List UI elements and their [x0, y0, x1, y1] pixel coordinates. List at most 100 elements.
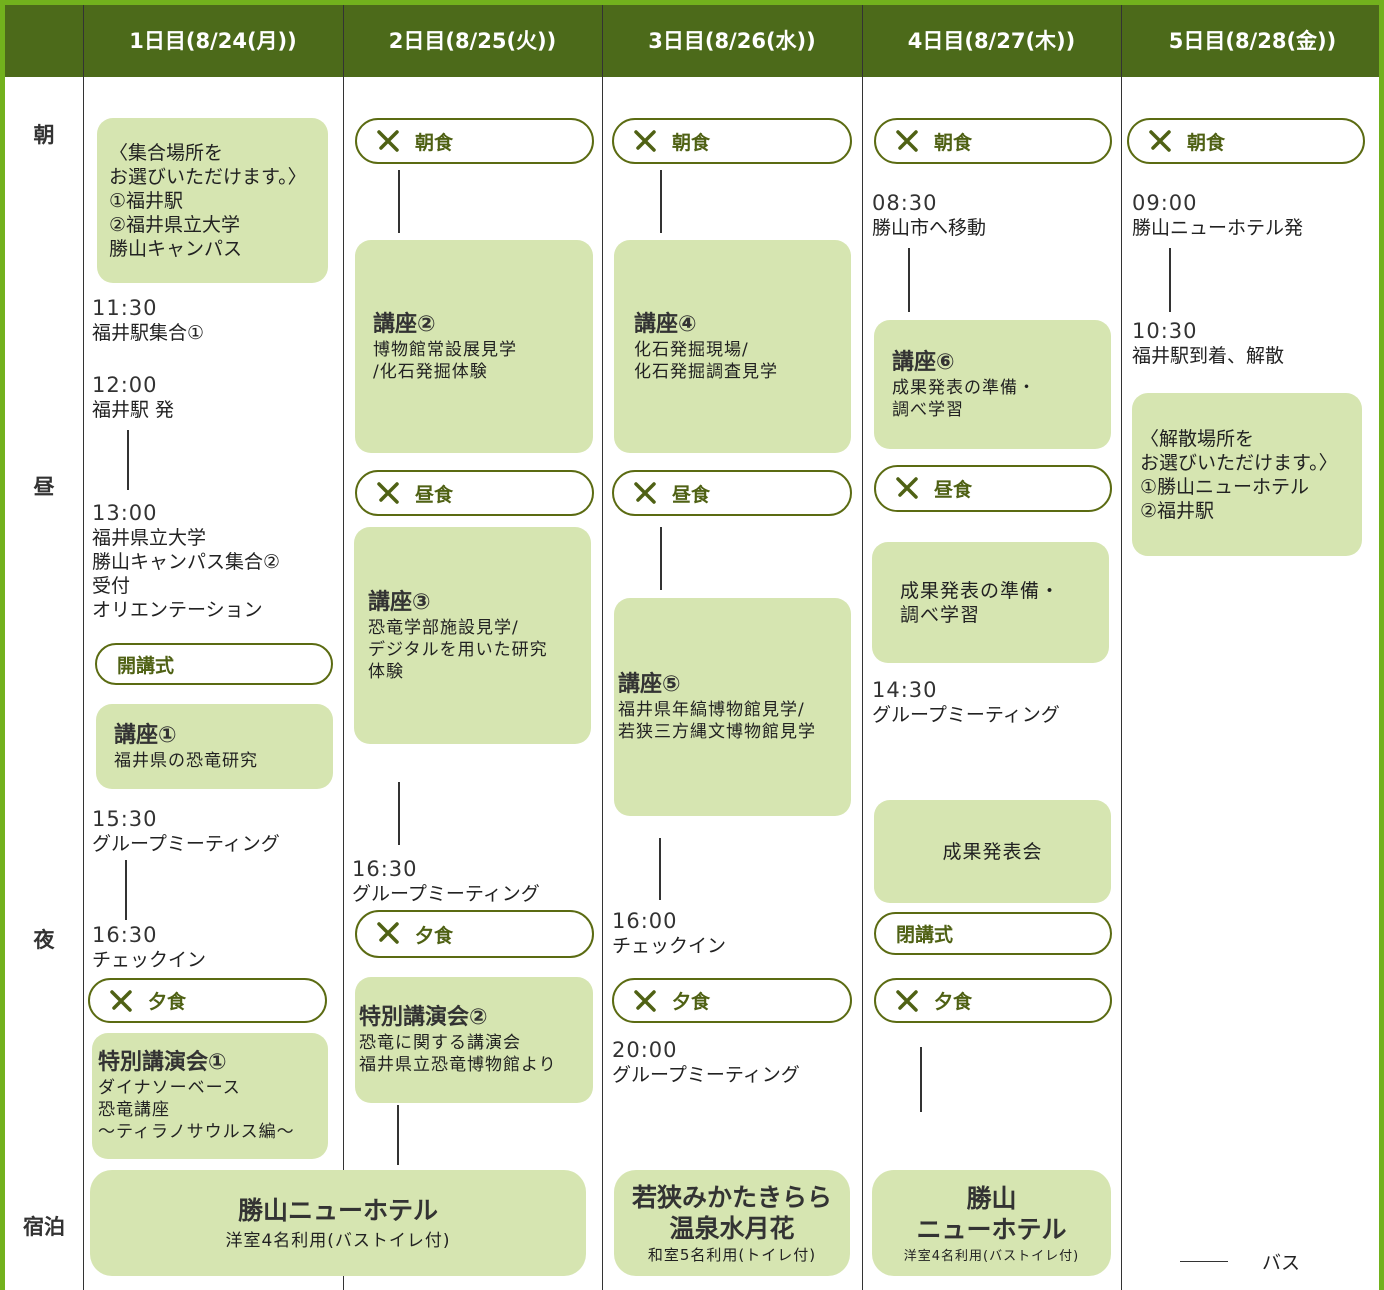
box-title: 講座③ [368, 589, 431, 615]
cutlery-icon [377, 130, 399, 152]
time: 10:30 [1132, 319, 1198, 343]
pill-label: 朝食 [672, 131, 711, 154]
pill: 夕食 [355, 910, 594, 958]
box-text: 化石発掘現場/ 化石発掘調査見学 [634, 339, 778, 382]
cutlery-icon [110, 990, 132, 1012]
box: 特別講演会② 恐竜に関する講演会 福井県立恐竜博物館より [355, 977, 593, 1103]
cutlery-icon [896, 477, 918, 499]
box: 成果発表の準備・ 調べ学習 [872, 542, 1109, 663]
box-text: 福井県の恐竜研究 [114, 750, 258, 771]
legend-line [1180, 1261, 1228, 1262]
lodging-box: 勝山ニューホテル 洋室4名利用(バストイレ付) [90, 1170, 586, 1276]
time: 20:00 [612, 1038, 678, 1062]
time-note: 13:00 福井県立大学 勝山キャンパス集合② 受付 オリエンテーション [92, 500, 342, 622]
day-header: 3日目(8/26(水)) [648, 29, 816, 53]
time-note: 14:30 グループミーティング [872, 677, 1122, 727]
box-text: ダイナソーベース 恐竜講座 ～ティラノサウルス編～ [98, 1078, 295, 1142]
pill-label: 夕食 [415, 924, 454, 947]
pill-label: 朝食 [1187, 131, 1226, 154]
note-text: チェックイン [92, 949, 207, 971]
box-text: 博物館常設展見学 /化石発掘体験 [373, 339, 517, 382]
cutlery-icon [896, 130, 918, 152]
box-text: 恐竜学部施設見学/ デジタルを用いた研究 体験 [368, 617, 548, 682]
pill-label: 夕食 [148, 991, 187, 1013]
column-divider [343, 5, 344, 1290]
day-header: 1日目(8/24(月)) [129, 29, 297, 53]
note-text: 勝山ニューホテル発 [1132, 217, 1304, 239]
box: 成果発表会 [874, 800, 1111, 903]
pill: 夕食 [88, 978, 327, 1023]
column-divider [1121, 5, 1122, 1290]
box: 講座⑤ 福井県年縞博物館見学/ 若狭三方縄文博物館見学 [614, 598, 851, 816]
period-label: 夜 [33, 928, 55, 952]
time-note: 09:00 勝山ニューホテル発 [1132, 190, 1382, 240]
box: 講座② 博物館常設展見学 /化石発掘体験 [355, 240, 593, 453]
day-header: 2日目(8/25(火)) [388, 29, 557, 53]
note-text: グループミーティング [92, 833, 280, 855]
note-text: グループミーティング [872, 704, 1060, 726]
box-text: 成果発表会 [942, 840, 1043, 863]
lodging-box: 勝山 ニューホテル洋室4名利用(バストイレ付) [872, 1170, 1111, 1276]
period-label: 朝 [33, 123, 55, 147]
note-text: チェックイン [612, 935, 727, 957]
cutlery-icon [634, 990, 656, 1012]
time-note: 16:30 グループミーティング [352, 856, 602, 906]
time-note: 15:30 グループミーティング [92, 806, 342, 856]
time: 08:30 [872, 191, 938, 215]
cutlery-icon [896, 990, 918, 1012]
note-text: 福井駅 発 [92, 399, 175, 421]
time-note: 11:30 福井駅集合① [92, 295, 342, 345]
note-text: 勝山市へ移動 [872, 217, 987, 239]
time-note: 20:00 グループミーティング [612, 1037, 862, 1087]
pill-label: 昼食 [415, 483, 454, 506]
legend-label: バス [1262, 1252, 1301, 1274]
box-text: 成果発表の準備・ 調べ学習 [900, 579, 1061, 626]
pill-label: 朝食 [934, 131, 973, 154]
connector [908, 248, 910, 312]
connector [660, 170, 662, 233]
lodging-name: 勝山ニューホテル [237, 1196, 438, 1225]
pill-label: 開講式 [117, 654, 175, 677]
day-header: 4日目(8/27(木)) [907, 29, 1076, 53]
pill: 開講式 [95, 643, 333, 685]
lodging-room: 洋室4名利用(バストイレ付) [903, 1248, 1080, 1264]
box-title: 講座① [114, 722, 177, 748]
time: 16:30 [92, 923, 158, 947]
box-text: 成果発表の準備・ 調べ学習 [892, 377, 1036, 420]
time-note: 16:30 チェックイン [92, 922, 342, 972]
period-label: 宿泊 [23, 1215, 65, 1239]
time-note: 16:00 チェックイン [612, 908, 862, 958]
day-header: 5日目(8/28(金)) [1168, 29, 1337, 53]
pill: 閉講式 [874, 912, 1112, 955]
box: 特別講演会① ダイナソーベース 恐竜講座 ～ティラノサウルス編～ [92, 1033, 328, 1159]
time: 16:30 [352, 857, 418, 881]
pill: 朝食 [355, 118, 594, 164]
note-text: グループミーティング [352, 883, 540, 905]
time: 15:30 [92, 807, 158, 831]
connector [659, 838, 661, 900]
period-label: 昼 [33, 475, 55, 499]
cutlery-icon [634, 130, 656, 152]
cutlery-icon [377, 922, 399, 944]
box-title: 特別講演会② [359, 1005, 488, 1030]
note-text: グループミーティング [612, 1064, 800, 1086]
pill-label: 夕食 [934, 991, 973, 1013]
time: 13:00 [92, 501, 158, 525]
connector [920, 1047, 922, 1112]
box-title: 講座② [373, 311, 436, 337]
box-text: 福井県年縞博物館見学/ 若狭三方縄文博物館見学 [618, 700, 816, 742]
time-note: 08:30 勝山市へ移動 [872, 190, 1122, 240]
column-divider [83, 5, 84, 1290]
header-band [5, 5, 1379, 77]
box: 講座⑥ 成果発表の準備・ 調べ学習 [874, 320, 1111, 449]
time: 16:00 [612, 909, 678, 933]
connector [398, 170, 400, 233]
time-note: 12:00 福井駅 発 [92, 372, 342, 422]
connector [660, 527, 662, 590]
pill: 昼食 [355, 470, 594, 516]
time: 09:00 [1132, 191, 1198, 215]
lodging-name: 勝山 ニューホテル [916, 1183, 1067, 1244]
connector [125, 860, 127, 920]
